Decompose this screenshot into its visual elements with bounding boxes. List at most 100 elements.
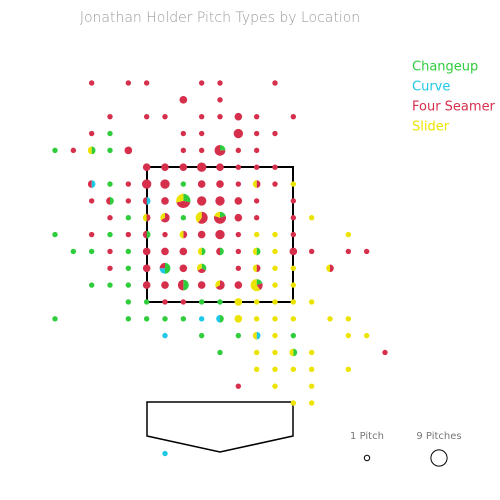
pitch-pie [235, 265, 242, 271]
pitch-pie [107, 181, 113, 187]
pitch-slice [179, 230, 184, 239]
pitch-pie [217, 113, 223, 120]
pitch-slice [146, 213, 151, 222]
pitch-slice [213, 215, 227, 224]
pitch-pie [143, 299, 150, 305]
pitch-pie [290, 113, 297, 120]
pitch-pie [197, 281, 206, 289]
pitch-pie [235, 147, 242, 154]
pitch-slice [195, 211, 202, 223]
pitch-pie [253, 349, 260, 356]
pitch-pie [88, 282, 95, 288]
pitch-slice [176, 200, 191, 209]
pitch-slice [183, 279, 189, 291]
pitch-slice [110, 197, 114, 205]
pitch-slice [293, 348, 298, 357]
pitch-pie [272, 248, 278, 255]
pitch-slice [250, 279, 261, 292]
pitch-pie [253, 198, 260, 204]
pitch-pie [215, 196, 225, 206]
pitch-pie [216, 163, 224, 172]
pitch-pie [272, 383, 278, 389]
pitch-pie [345, 316, 352, 322]
pitch-pie [198, 80, 205, 86]
pitch-pie [88, 198, 95, 204]
pitch-slice [330, 264, 334, 273]
pitch-pie [161, 281, 169, 289]
pitch-pie [196, 162, 207, 172]
pitch-slice [87, 180, 92, 188]
pitch-pie [180, 130, 187, 137]
pitch-pie [198, 316, 205, 322]
pitch-pie [290, 215, 297, 221]
pitch-pie [253, 366, 260, 373]
pitch-pie [107, 130, 113, 137]
pitch-pie [272, 181, 278, 187]
pitch-pie [161, 163, 169, 172]
pitch-pie [198, 332, 205, 339]
pitch-slice [256, 279, 263, 286]
pitch-pie [125, 316, 132, 322]
home-plate [146, 401, 294, 453]
pitch-pie [198, 113, 205, 120]
pitch-pie [272, 265, 278, 271]
pitch-pie [272, 164, 278, 170]
pitch-pie [253, 215, 260, 221]
pitch-slice [220, 314, 224, 323]
pitch-pie [107, 282, 113, 288]
pitch-pie [52, 231, 58, 238]
pitch-pie [290, 316, 297, 322]
pitch-pie [235, 231, 242, 238]
pitch-pie [143, 113, 150, 120]
chart-title: Jonathan Holder Pitch Types by Location [80, 10, 360, 26]
pitch-pie [70, 147, 77, 154]
pitch-pie [345, 231, 352, 238]
pitch-pie [272, 349, 278, 356]
pitch-slice [197, 247, 202, 256]
pitch-slice [252, 180, 257, 188]
pitch-pie [70, 248, 77, 255]
pitch-pie [179, 96, 188, 104]
pitch-slice [159, 262, 165, 269]
pitch-pie [253, 316, 260, 322]
pitch-pie [235, 181, 242, 187]
pitch-pie [327, 316, 333, 322]
pitch-slice [256, 283, 263, 290]
pitch-pie [88, 130, 95, 137]
pitch-pie [143, 316, 150, 322]
pitch-pie [179, 163, 188, 172]
pitch-slice [252, 331, 257, 340]
pitch-slice [198, 211, 208, 224]
pitch-slice [91, 180, 96, 188]
pitch-pie [233, 128, 244, 139]
pitch-pie [345, 366, 352, 373]
legend-entry: Slider [412, 120, 450, 135]
pitch-pie [272, 299, 278, 305]
pitch-pie [290, 198, 297, 204]
pitch-pie [234, 314, 243, 323]
legend-entry: Curve [412, 80, 450, 95]
pitch-pie [363, 332, 370, 339]
pitch-pie [142, 264, 151, 273]
pitch-pie [196, 196, 207, 206]
pitch-slice [87, 146, 92, 155]
pitch-pie [88, 248, 95, 255]
pitch-slice [216, 247, 220, 256]
pitch-pie [234, 281, 243, 289]
pitch-slice [201, 263, 207, 271]
pitch-pie [235, 383, 242, 389]
pitch-pie [290, 400, 297, 406]
pitch-pie [179, 264, 188, 273]
pitch-slice [142, 213, 147, 222]
pitch-pie [290, 181, 297, 187]
pitch-pie [253, 147, 260, 154]
pitch-pie [363, 248, 370, 255]
pitch-pie [253, 113, 260, 120]
pitch-pie [234, 298, 243, 306]
pitch-slice [214, 211, 220, 218]
pitch-pie [235, 164, 242, 170]
size-legend-label: 1 Pitch [350, 431, 384, 442]
pitch-slice [215, 280, 220, 288]
pitch-pie [345, 248, 352, 255]
